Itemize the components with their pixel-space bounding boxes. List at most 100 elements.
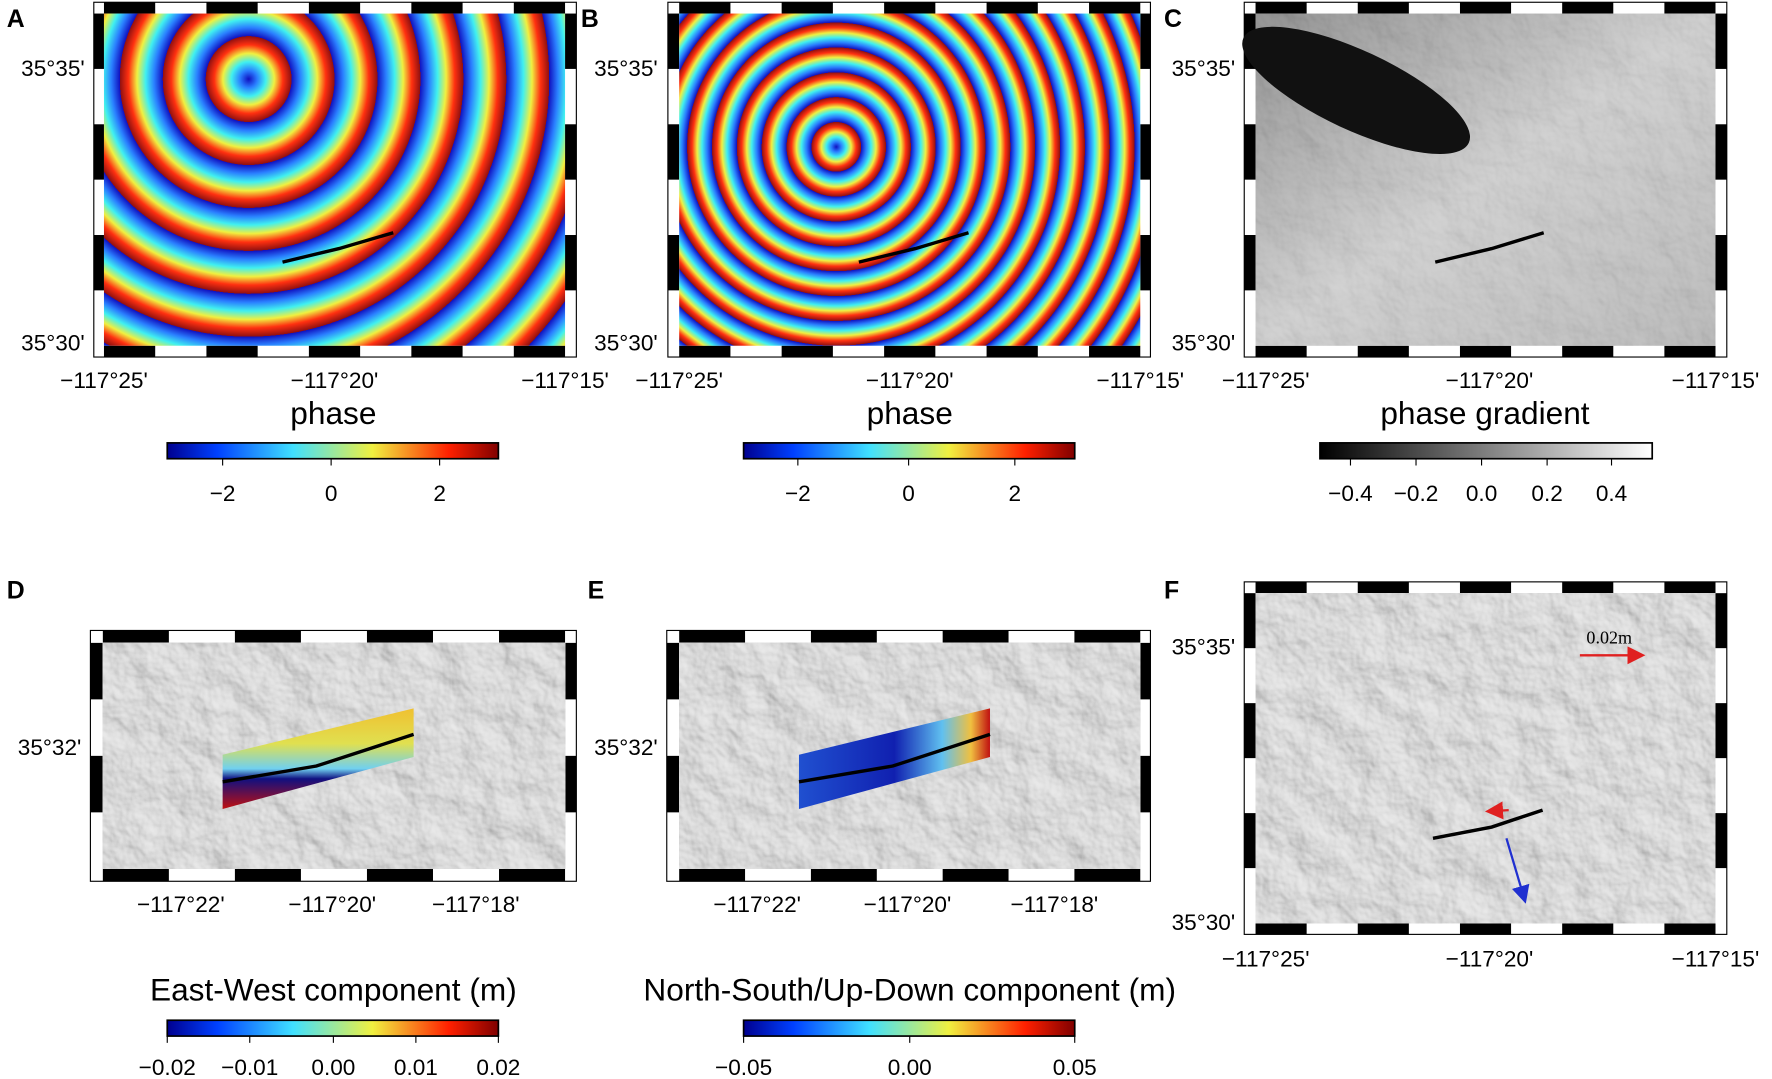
frame-tick [90,642,103,700]
frame-tick [206,345,258,358]
colorbar-tick-label: 0.00 [311,1055,355,1079]
frame-tick [366,868,433,882]
frame-tick [1255,923,1307,935]
frame-tick [90,755,103,813]
frame-tick [942,868,1009,882]
fault-trace [1432,808,1544,841]
frame-tick [942,630,1009,643]
frame-tick [1074,868,1141,882]
lon-label: −117°15' [1672,368,1760,393]
frame-tick [565,235,577,291]
frame-tick [1244,593,1256,649]
frame-tick [513,345,566,358]
frame-tick [1244,703,1256,759]
displacement-arrow [1484,801,1509,820]
phase-map [679,13,1141,346]
frame-tick [1140,755,1151,813]
fault-trace [798,732,991,784]
lon-label: −117°20' [291,368,379,393]
frame-tick [1715,235,1727,291]
lon-label: −117°22' [713,892,801,917]
frame-tick [499,630,566,643]
colorbar [166,1019,500,1037]
colorbar-title: phase [867,395,953,431]
frame-tick [1140,124,1151,180]
lat-label: 35°35' [21,56,85,81]
frame-tick [234,868,301,882]
frame-tick [366,630,433,643]
panel-label: F [1164,578,1179,605]
lon-label: −117°25' [60,368,148,393]
frame-tick [308,345,361,358]
frame-tick [667,124,680,180]
lon-label: −117°20' [288,892,376,917]
fault-trace [1434,231,1545,264]
lat-label: 35°30' [1172,910,1236,935]
frame-tick [1562,2,1614,14]
frame-tick [102,868,169,882]
frame-tick [1357,923,1409,935]
scale-annotation: 0.02m [1586,628,1632,648]
frame-tick [1140,13,1151,69]
colorbar-title: East-West component (m) [150,971,517,1007]
frame-tick [411,345,463,358]
frame-tick [666,642,680,700]
lon-label: −117°20' [866,368,954,393]
frame-tick [1140,235,1151,291]
frame-tick [308,2,361,14]
frame-tick [1255,581,1307,594]
lon-label: −117°18' [1011,892,1099,917]
frame-tick [102,630,169,643]
frame-tick [1089,2,1141,14]
frame-tick [1459,923,1512,935]
frame-tick [666,755,680,813]
frame-tick [513,2,566,14]
colorbar-tick-label: 0 [325,481,338,506]
colorbar-title: North-South/Up-Down component (m) [643,971,1176,1007]
frame-tick [206,2,258,14]
fault-trace [858,231,969,264]
frame-tick [1244,124,1256,180]
frame-tick [810,630,877,643]
frame-tick [1244,813,1256,869]
colorbar-tick-label: 0 [902,481,915,506]
colorbar-tick-label: −0.05 [715,1055,772,1079]
colorbar [1319,442,1654,460]
decorrelation-zone [1242,26,1471,154]
fault-trace [282,231,394,264]
frame-tick [1715,703,1727,759]
frame-tick [986,345,1038,358]
phase-map [103,13,566,346]
frame-tick [1255,345,1307,358]
lon-label: −117°25' [635,368,723,393]
frame-tick [1357,345,1409,358]
frame-tick [93,235,104,291]
frame-tick [679,2,731,14]
frame-tick [781,2,833,14]
frame-tick [565,13,577,69]
panel-label: B [581,6,599,33]
displacement-ew [222,708,414,809]
frame-tick [781,345,833,358]
frame-tick [810,868,877,882]
frame-tick [565,124,577,180]
lat-label: 35°30' [21,331,85,356]
frame-tick [884,345,936,358]
panel-label: A [7,6,25,33]
frame-tick [1074,630,1141,643]
colorbar-tick-label: 0.01 [394,1055,438,1079]
colorbar-tick-label: −0.01 [221,1055,278,1079]
colorbar [166,442,500,460]
lat-label: 35°30' [1172,331,1236,356]
lon-label: −117°22' [137,892,225,917]
colorbar-tick-label: 0.4 [1596,481,1627,506]
colorbar-tick-label: 0.0 [1466,481,1497,506]
colorbar-tick-label: 0.02 [476,1055,520,1079]
frame-tick [1562,581,1614,594]
frame-tick [565,642,577,700]
hillshade [1255,593,1716,924]
fault-trace [222,732,415,784]
frame-tick [411,2,463,14]
